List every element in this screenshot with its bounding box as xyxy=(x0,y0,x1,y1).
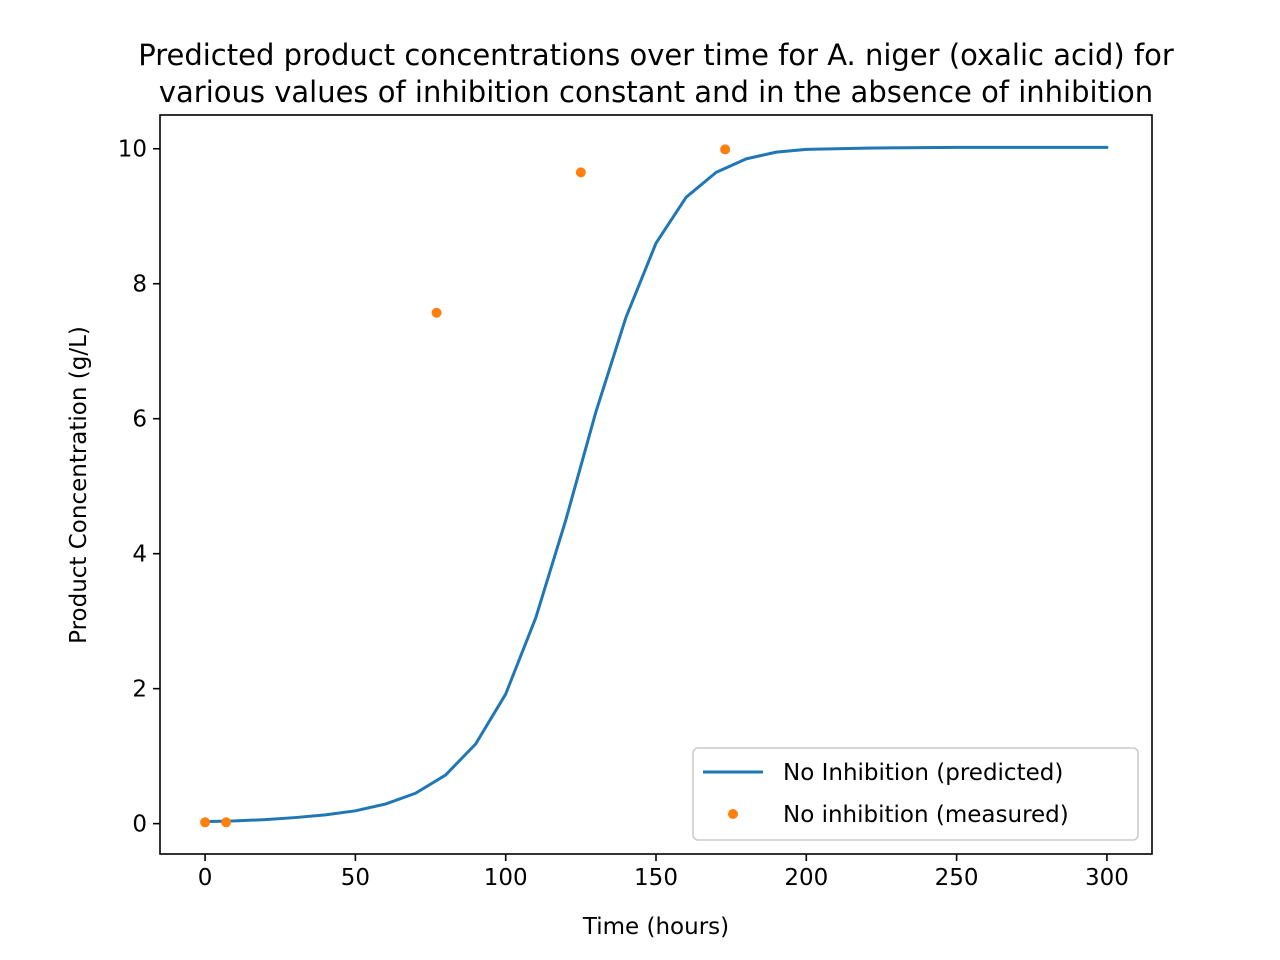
legend-label-predicted: No Inhibition (predicted) xyxy=(783,760,1063,786)
data-point-measured xyxy=(200,817,211,828)
y-tick-label: 2 xyxy=(132,677,147,703)
chart-title-line-2: various values of inhibition constant an… xyxy=(159,75,1153,109)
y-axis-label: Product Concentration (g/L) xyxy=(66,326,92,644)
y-tick-label: 0 xyxy=(132,812,147,838)
x-axis-label: Time (hours) xyxy=(582,914,729,940)
chart-title-line-1: Predicted product concentrations over ti… xyxy=(138,38,1174,72)
x-tick-label: 0 xyxy=(198,865,213,891)
y-tick-label: 6 xyxy=(132,407,147,433)
y-tick-label: 10 xyxy=(118,137,147,163)
x-tick-label: 300 xyxy=(1085,865,1129,891)
data-point-measured xyxy=(431,307,442,318)
legend-swatch-measured xyxy=(728,809,738,819)
y-tick-label: 8 xyxy=(132,272,147,298)
y-tick-label: 4 xyxy=(132,542,147,568)
data-point-measured xyxy=(575,167,586,178)
legend: No Inhibition (predicted) No inhibition … xyxy=(692,747,1139,841)
x-tick-label: 150 xyxy=(634,865,678,891)
x-axis: 0 50 100 150 200 250 300 xyxy=(198,854,1129,891)
data-point-measured xyxy=(720,144,731,155)
data-point-measured xyxy=(221,817,232,828)
legend-label-measured: No inhibition (measured) xyxy=(783,802,1069,828)
x-tick-label: 200 xyxy=(784,865,828,891)
y-axis: 0 2 4 6 8 10 xyxy=(118,137,160,838)
x-tick-label: 50 xyxy=(341,865,370,891)
x-tick-label: 100 xyxy=(484,865,528,891)
series-layer xyxy=(200,144,1109,828)
legend-box xyxy=(692,747,1139,841)
series-line-predicted xyxy=(203,145,1109,824)
x-tick-label: 250 xyxy=(935,865,979,891)
